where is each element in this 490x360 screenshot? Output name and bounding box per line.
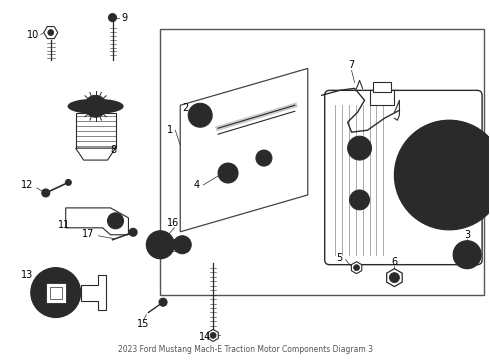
Circle shape <box>40 276 72 309</box>
Circle shape <box>188 103 212 127</box>
Text: 6: 6 <box>392 257 397 267</box>
Polygon shape <box>208 329 219 341</box>
Text: 13: 13 <box>21 270 33 280</box>
Bar <box>160 239 182 251</box>
Polygon shape <box>387 269 402 287</box>
Text: 2: 2 <box>182 103 188 113</box>
Bar <box>369 90 394 105</box>
Circle shape <box>394 120 490 230</box>
Text: 16: 16 <box>167 218 179 228</box>
Circle shape <box>222 167 234 179</box>
Circle shape <box>42 189 50 197</box>
Circle shape <box>113 218 119 224</box>
Text: 11: 11 <box>58 220 70 230</box>
Text: 12: 12 <box>21 180 33 190</box>
Text: 1: 1 <box>167 125 173 135</box>
Text: 2023 Ford Mustang Mach-E Traction Motor Components Diagram 3: 2023 Ford Mustang Mach-E Traction Motor … <box>118 345 372 354</box>
Circle shape <box>31 268 81 318</box>
Text: 14: 14 <box>199 332 211 342</box>
Circle shape <box>107 213 123 229</box>
Polygon shape <box>75 148 116 160</box>
Text: 5: 5 <box>337 253 343 263</box>
Circle shape <box>152 237 168 253</box>
Circle shape <box>458 246 476 264</box>
Circle shape <box>85 95 106 117</box>
Circle shape <box>349 190 369 210</box>
Circle shape <box>256 150 272 166</box>
Circle shape <box>147 231 174 259</box>
Bar <box>50 287 62 298</box>
Circle shape <box>44 191 48 195</box>
Circle shape <box>260 154 268 162</box>
Polygon shape <box>81 275 105 310</box>
Circle shape <box>108 14 117 22</box>
Circle shape <box>412 137 487 213</box>
Text: 9: 9 <box>122 13 127 23</box>
Circle shape <box>157 242 163 248</box>
Polygon shape <box>180 68 308 232</box>
Circle shape <box>218 163 238 183</box>
Text: 7: 7 <box>348 60 355 71</box>
Bar <box>372 82 392 92</box>
Text: 17: 17 <box>82 229 95 239</box>
Text: 10: 10 <box>26 30 39 40</box>
Circle shape <box>159 298 167 306</box>
Text: 8: 8 <box>110 145 117 155</box>
Circle shape <box>355 195 365 205</box>
Bar <box>75 113 116 148</box>
Text: 15: 15 <box>137 319 149 329</box>
Circle shape <box>354 265 360 271</box>
Circle shape <box>178 241 186 249</box>
Circle shape <box>173 236 191 254</box>
Circle shape <box>431 157 467 193</box>
Circle shape <box>453 241 481 269</box>
Circle shape <box>161 300 165 304</box>
Circle shape <box>390 273 399 283</box>
Circle shape <box>48 30 54 36</box>
Polygon shape <box>66 208 128 235</box>
Polygon shape <box>351 262 362 274</box>
Bar <box>160 28 484 294</box>
Circle shape <box>131 230 135 234</box>
Circle shape <box>193 108 207 122</box>
Bar <box>46 283 66 302</box>
Circle shape <box>210 332 216 338</box>
Text: 3: 3 <box>464 230 470 240</box>
Text: 4: 4 <box>193 180 199 190</box>
Circle shape <box>347 136 371 160</box>
FancyBboxPatch shape <box>325 90 482 265</box>
Ellipse shape <box>68 99 123 113</box>
Polygon shape <box>44 27 58 39</box>
Circle shape <box>65 179 72 185</box>
Circle shape <box>354 142 366 154</box>
Circle shape <box>90 100 101 112</box>
Circle shape <box>129 228 137 236</box>
